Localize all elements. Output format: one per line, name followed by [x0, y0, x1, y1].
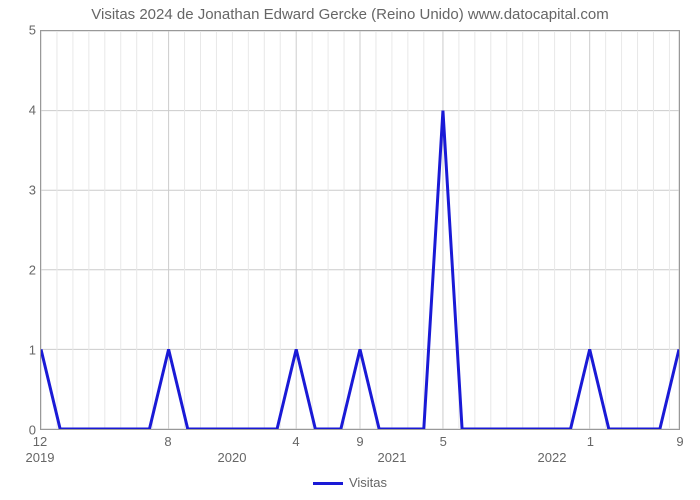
y-tick-label: 1 — [29, 343, 36, 358]
chart-title: Visitas 2024 de Jonathan Edward Gercke (… — [0, 6, 700, 23]
y-tick-label: 4 — [29, 103, 36, 118]
x-tick-label: 8 — [164, 434, 171, 449]
y-tick-label: 5 — [29, 23, 36, 38]
legend: Visitas — [0, 475, 700, 490]
visits-chart: Visitas 2024 de Jonathan Edward Gercke (… — [0, 0, 700, 500]
x-tick-year: 2020 — [218, 450, 247, 465]
x-tick-label: 12 — [33, 434, 47, 449]
chart-svg — [41, 31, 679, 429]
x-tick-label: 5 — [440, 434, 447, 449]
x-tick-label: 9 — [356, 434, 363, 449]
x-tick-year: 2022 — [538, 450, 567, 465]
x-tick-year: 2019 — [26, 450, 55, 465]
y-tick-label: 2 — [29, 263, 36, 278]
x-tick-label: 1 — [587, 434, 594, 449]
x-tick-label: 9 — [676, 434, 683, 449]
y-tick-label: 3 — [29, 183, 36, 198]
x-tick-year: 2021 — [378, 450, 407, 465]
plot-area — [40, 30, 680, 430]
legend-label: Visitas — [349, 475, 387, 490]
legend-swatch — [313, 482, 343, 485]
x-tick-label: 4 — [292, 434, 299, 449]
